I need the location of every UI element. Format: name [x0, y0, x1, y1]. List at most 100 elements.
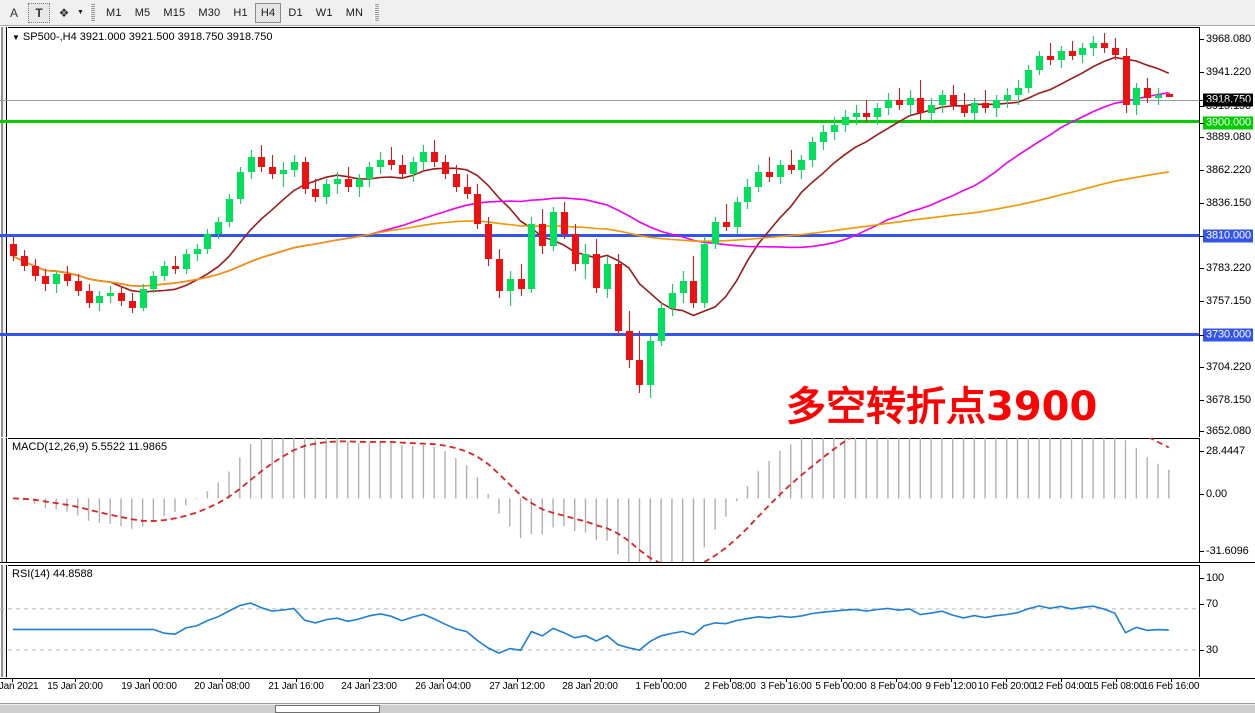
candle-body[interactable] [107, 293, 114, 296]
candle-body[interactable] [453, 174, 460, 187]
macd-label[interactable]: MACD(12,26,9) 5.5522 11.9865 [12, 441, 168, 453]
candle-body[interactable] [1036, 55, 1043, 71]
candle-body[interactable] [485, 224, 492, 259]
candle-body[interactable] [518, 278, 525, 289]
candle-body[interactable] [1155, 95, 1162, 98]
price-chart-pane[interactable]: 多空转折点3900 ▼ SP500-,H4 3921.000 3921.500 3… [0, 27, 1255, 437]
candle-body[interactable] [53, 273, 60, 284]
price-axis-badge-3730-000[interactable]: 3730.000 [1203, 328, 1254, 342]
candle-body[interactable] [604, 263, 611, 289]
candle-body[interactable] [842, 117, 849, 125]
candle-body[interactable] [1025, 70, 1032, 88]
candle-body[interactable] [701, 243, 708, 304]
candle-body[interactable] [150, 276, 157, 289]
macd-pane[interactable]: MACD(12,26,9) 5.5522 11.9865 28.4447 0.00… [0, 438, 1255, 563]
candle-body[interactable] [291, 162, 298, 170]
scrollbar-track-left[interactable] [0, 705, 275, 713]
label-tool-button[interactable]: T [28, 2, 50, 23]
candle-body[interactable] [626, 330, 633, 361]
price-axis-badge-3918-750[interactable]: 3918.750 [1203, 93, 1254, 107]
candle-body[interactable] [204, 233, 211, 249]
candle-body[interactable] [183, 253, 190, 269]
candle-body[interactable] [734, 201, 741, 227]
rsi-plot-area[interactable] [0, 565, 1255, 677]
candle-body[interactable] [474, 194, 481, 225]
candle-body[interactable] [64, 273, 71, 282]
candle-body[interactable] [1069, 50, 1076, 56]
horizontal-scrollbar[interactable] [0, 703, 1255, 713]
price-plot-area[interactable]: 多空转折点3900 [0, 27, 1255, 437]
candle-body[interactable] [744, 186, 751, 202]
candle-body[interactable] [161, 266, 168, 277]
timeframe-m5[interactable]: M5 [134, 6, 151, 19]
candle-body[interactable] [442, 162, 449, 175]
candle-body[interactable] [777, 164, 784, 177]
candle-body[interactable] [1166, 93, 1173, 97]
candle-body[interactable] [1058, 50, 1065, 61]
candle-body[interactable] [1047, 55, 1054, 61]
scrollbar-track-right[interactable] [380, 705, 1255, 713]
candle-body[interactable] [669, 293, 676, 309]
candle-body[interactable] [215, 221, 222, 234]
candle-body[interactable] [388, 159, 395, 165]
price-axis-badge-3900-000[interactable]: 3900.000 [1203, 116, 1254, 130]
candle-body[interactable] [464, 186, 471, 195]
timeframe-m1[interactable]: M1 [106, 6, 122, 19]
scrollbar-thumb[interactable] [275, 705, 380, 713]
objects-tool-button[interactable]: ❖ [53, 3, 75, 23]
macd-plot-area[interactable] [0, 438, 1255, 563]
candle-body[interactable] [572, 233, 579, 264]
candle-body[interactable] [1144, 87, 1151, 98]
candle-body[interactable] [809, 142, 816, 160]
price-axis[interactable]: 3968.080 3941.220 3918.750 3915.150 3900.000… [1199, 27, 1255, 437]
candle-body[interactable] [993, 100, 1000, 108]
candle-body[interactable] [10, 243, 17, 257]
candle-body[interactable] [1015, 87, 1022, 96]
candle-body[interactable] [496, 258, 503, 291]
timeframe-w1[interactable]: W1 [315, 6, 333, 19]
time-axis[interactable]: 14 Jan 2021 15 Jan 20:00 19 Jan 00:00 20 Ja… [0, 678, 1255, 696]
candle-body[interactable] [21, 256, 28, 267]
level-line-3810[interactable] [0, 234, 1199, 237]
candle-body[interactable] [647, 340, 654, 386]
level-line-3900[interactable] [0, 120, 1199, 123]
candle-body[interactable] [1123, 55, 1130, 106]
candle-body[interactable] [885, 100, 892, 108]
timeframe-h1[interactable]: H1 [233, 6, 248, 19]
symbol-collapse-caret-icon[interactable]: ▼ [12, 33, 20, 42]
candle-body[interactable] [1101, 43, 1108, 49]
candle-body[interactable] [723, 221, 730, 227]
candle-body[interactable] [615, 263, 622, 331]
candle-body[interactable] [712, 221, 719, 244]
candle-body[interactable] [1090, 43, 1097, 49]
price-axis-badge-3810-000[interactable]: 3810.000 [1203, 229, 1254, 243]
candle-body[interactable] [118, 293, 125, 301]
candle-body[interactable] [582, 253, 589, 264]
candle-body[interactable] [194, 248, 201, 254]
candle-body[interactable] [907, 97, 914, 106]
candle-body[interactable] [528, 224, 535, 289]
candle-body[interactable] [917, 97, 924, 113]
candle-body[interactable] [129, 300, 136, 309]
candle-body[interactable] [561, 211, 568, 234]
candle-body[interactable] [86, 290, 93, 304]
candle-body[interactable] [690, 281, 697, 304]
candle-body[interactable] [1133, 87, 1140, 106]
candle-body[interactable] [323, 184, 330, 197]
candle-body[interactable] [961, 105, 968, 113]
candle-body[interactable] [766, 172, 773, 177]
candle-body[interactable] [680, 281, 687, 294]
timeframe-mn[interactable]: MN [345, 6, 364, 19]
candle-body[interactable] [798, 159, 805, 170]
candle-body[interactable] [269, 167, 276, 175]
symbol-info-label[interactable]: ▼ SP500-,H4 3921.000 3921.500 3918.750 39… [12, 31, 272, 43]
candle-body[interactable] [874, 107, 881, 118]
candle-body[interactable] [539, 224, 546, 247]
candle-body[interactable] [431, 152, 438, 163]
candle-body[interactable] [302, 162, 309, 190]
candle-body[interactable] [1112, 48, 1119, 56]
candle-body[interactable] [172, 266, 179, 269]
candle-body[interactable] [32, 266, 39, 277]
candle-body[interactable] [755, 172, 762, 187]
candle-body[interactable] [356, 179, 363, 187]
